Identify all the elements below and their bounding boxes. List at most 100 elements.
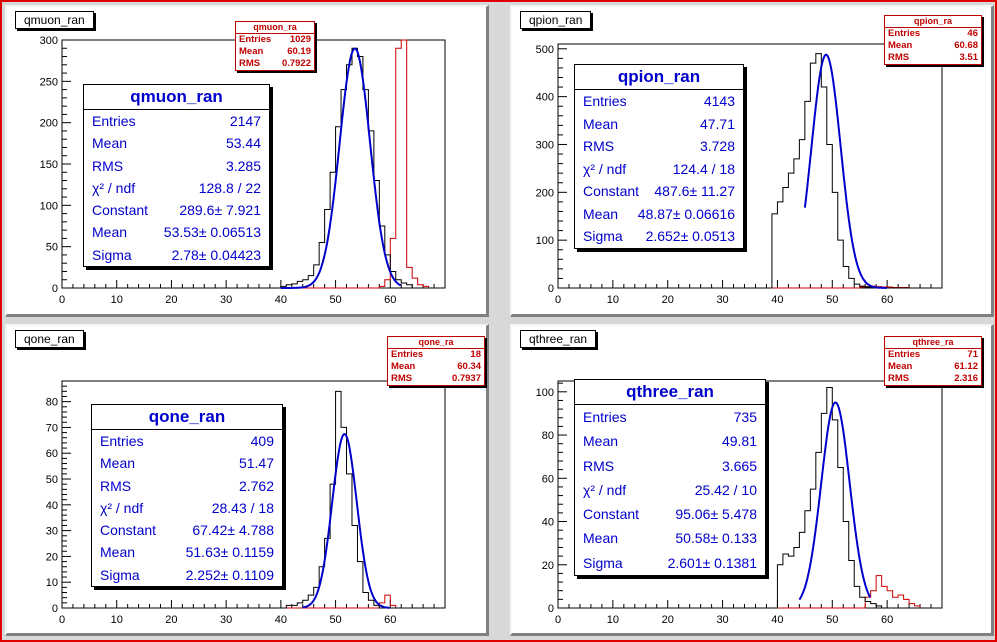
- pad-qmuon[interactable]: 0 10 20 30 40 50 60 0 50 100 150 200 250 300 qmuon_ra…: [5, 5, 489, 317]
- y-tick-label: 100: [536, 387, 554, 399]
- stats-row: Constant 67.42± 4.788: [92, 519, 282, 541]
- x-tick-label: 30: [716, 294, 728, 306]
- blue-stats-box[interactable]: qthree_ran Entries 735 Mean 49.81 RMS 3.665 χ²…: [574, 379, 766, 577]
- entries-label: Entries: [391, 349, 424, 360]
- rms-value: 2.316: [954, 373, 978, 384]
- stats-label: Entries: [583, 93, 627, 109]
- stats-label: Constant: [92, 202, 149, 219]
- x-tick-label: 0: [555, 614, 561, 626]
- y-tick-label: 50: [46, 474, 58, 486]
- blue-stats-title: qpion_ran: [575, 65, 743, 90]
- pad-qpion[interactable]: 0 10 20 30 40 50 60 0 100 200 300 400 500 qpion_ran …: [510, 5, 994, 317]
- x-tick-label: 10: [607, 294, 619, 306]
- stats-row: Constant 95.06± 5.478: [575, 502, 765, 526]
- stats-label: Mean: [100, 544, 136, 561]
- y-tick-label: 0: [548, 283, 554, 295]
- entries-value: 71: [967, 349, 978, 360]
- stats-label: Mean: [583, 205, 619, 222]
- y-tick-label: 80: [46, 397, 58, 409]
- stats-value: 25.42 / 10: [694, 481, 757, 498]
- red-stats-box[interactable]: qone_ra Entries 18 Mean 60.34 RMS 0.7937: [387, 336, 485, 386]
- blue-stats-box[interactable]: qone_ran Entries 409 Mean 51.47 RMS 2.762 χ² /…: [91, 404, 283, 588]
- stats-row: RMS 3.665: [575, 454, 765, 478]
- red-stats-title: qpion_ra: [885, 16, 981, 28]
- stats-label: Mean: [92, 135, 128, 152]
- stats-row: Mean 51.47: [92, 452, 282, 474]
- pad-title: qone_ran: [15, 330, 84, 348]
- stats-value: 735: [733, 409, 757, 425]
- x-tick-label: 0: [555, 294, 561, 306]
- stats-label: Mean: [583, 530, 619, 547]
- stats-value: 53.53± 0.06513: [163, 224, 261, 241]
- stats-row: Mean 49.81: [575, 429, 765, 453]
- blue-stats-title: qone_ran: [92, 405, 282, 430]
- x-tick-label: 60: [881, 614, 893, 626]
- entries-value: 18: [470, 349, 481, 360]
- mean-label: Mean: [391, 361, 416, 372]
- red-stats-title: qmuon_ra: [236, 22, 314, 34]
- stats-value: 2.78± 0.04423: [171, 246, 261, 263]
- blue-stats-title: qthree_ran: [575, 380, 765, 405]
- stats-label: RMS: [100, 477, 132, 494]
- stats-row: χ² / ndf 28.43 / 18: [92, 497, 282, 519]
- blue-stats-box[interactable]: qpion_ran Entries 4143 Mean 47.71 RMS 3.728 χ²…: [574, 64, 744, 249]
- stats-rows: Entries 4143 Mean 47.71 RMS 3.728 χ² / ndf 124.…: [575, 90, 743, 248]
- mean-label: Mean: [239, 46, 264, 57]
- stats-row: Entries 2147: [84, 110, 269, 132]
- stats-value: 67.42± 4.788: [192, 522, 274, 539]
- x-tick-label: 20: [662, 294, 674, 306]
- stats-row: RMS 2.762: [92, 475, 282, 497]
- red-stats-box[interactable]: qmuon_ra Entries 1029 Mean 60.19 RMS 0.7922: [235, 21, 315, 71]
- stats-row: Constant 289.6± 7.921: [84, 199, 269, 221]
- entries-label: Entries: [239, 34, 272, 45]
- pad-qthree[interactable]: 0 10 20 30 40 50 60 0 20 40 60 80 100 qthree_ran qth…: [510, 324, 994, 636]
- x-tick-label: 30: [220, 614, 232, 626]
- stats-label: Constant: [583, 183, 640, 199]
- red-stats-box[interactable]: qthree_ra Entries 71 Mean 61.12 RMS 2.316: [884, 336, 982, 386]
- stats-row: Sigma 2.652± 0.0513: [575, 225, 743, 248]
- y-tick-label: 40: [46, 500, 58, 512]
- stats-label: Entries: [583, 409, 627, 425]
- stats-row: χ² / ndf 25.42 / 10: [575, 478, 765, 502]
- overlay-histogram: [62, 39, 445, 289]
- rms-label: RMS: [888, 373, 910, 384]
- stats-row: Mean 48.87± 0.06616: [575, 203, 743, 226]
- x-tick-label: 20: [662, 614, 674, 626]
- mean-value: 60.68: [954, 40, 978, 51]
- mean-value: 60.34: [457, 361, 481, 372]
- y-tick-label: 200: [40, 118, 58, 130]
- stats-label: Mean: [92, 224, 128, 241]
- stats-label: Mean: [583, 433, 619, 450]
- red-stats-title: qthree_ra: [885, 337, 981, 349]
- gaussian-fit-curve: [803, 53, 887, 289]
- stats-value: 95.06± 5.478: [675, 506, 757, 523]
- y-tick-label: 300: [40, 35, 58, 47]
- stats-row: Constant 487.6± 11.27: [575, 180, 743, 203]
- stats-label: RMS: [583, 457, 615, 474]
- stats-value: 3.665: [721, 457, 757, 474]
- pad-qone[interactable]: 0 10 20 30 40 50 60 0 10 20 30 40 50 60 70 80 qone_ran …: [5, 324, 489, 636]
- gaussian-fit-curve: [798, 401, 872, 601]
- mean-label: Mean: [888, 40, 913, 51]
- stats-row: Mean 50.58± 0.133: [575, 526, 765, 550]
- pad-title: qthree_ran: [520, 330, 597, 348]
- stats-value: 2.652± 0.0513: [645, 228, 735, 244]
- x-tick-label: 50: [826, 614, 838, 626]
- mean-label: Mean: [888, 361, 913, 372]
- stats-value: 48.87± 0.06616: [637, 205, 735, 222]
- stats-row: Entries 409: [92, 430, 282, 452]
- gaussian-fit-curve: [280, 47, 402, 289]
- x-tick-label: 10: [111, 294, 123, 306]
- data-histogram: [62, 390, 445, 609]
- stats-value: 128.8 / 22: [198, 179, 261, 196]
- y-tick-label: 10: [46, 577, 58, 589]
- overlay-histogram: [558, 575, 942, 609]
- y-tick-label: 500: [536, 44, 554, 56]
- entries-label: Entries: [888, 28, 921, 39]
- x-tick-label: 40: [275, 294, 287, 306]
- stats-row: Mean 53.53± 0.06513: [84, 221, 269, 243]
- stats-value: 49.81: [721, 433, 757, 450]
- blue-stats-box[interactable]: qmuon_ran Entries 2147 Mean 53.44 RMS 3.285 χ²…: [83, 84, 270, 268]
- y-tick-label: 80: [542, 430, 554, 442]
- red-stats-box[interactable]: qpion_ra Entries 46 Mean 60.68 RMS 3.51: [884, 15, 982, 65]
